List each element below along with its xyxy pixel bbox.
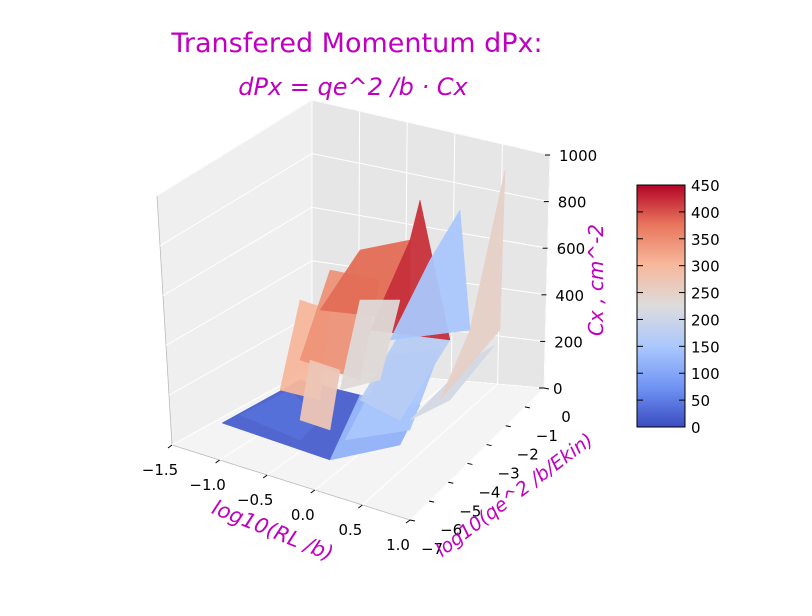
y-tick-mark — [409, 519, 416, 522]
y-tick-mark — [505, 425, 511, 428]
colorbar-tick-label: 400 — [691, 204, 720, 222]
y-axis-ticks: 0−1−2−3−4−5−6−7 — [409, 387, 571, 558]
y-tick-mark — [524, 406, 530, 409]
y-tick-label: −6 — [440, 521, 462, 539]
y-tick-label: −2 — [517, 446, 539, 464]
y-tick-label: 0 — [561, 408, 571, 426]
colorbar-tick-label: 0 — [691, 419, 701, 437]
colorbar-tick-label: 350 — [691, 231, 720, 249]
x-tick-label: −1.5 — [142, 461, 178, 479]
chart-title: Transfered Momentum dPx: — [170, 28, 542, 59]
z-tick-label: 1000 — [559, 147, 597, 165]
x-tick-mark — [262, 474, 268, 479]
x-tick-mark — [358, 504, 363, 509]
colorbar-gradient — [636, 184, 686, 428]
y-tick-label: −4 — [478, 483, 500, 501]
z-axis-label: Cx , cm^-2 — [584, 224, 608, 336]
y-tick-label: −5 — [459, 502, 481, 520]
surface-patch — [339, 299, 401, 391]
surface-patch — [299, 359, 341, 431]
y-tick-label: −3 — [498, 465, 520, 483]
colorbar-tick-label: 450 — [691, 177, 720, 195]
y-tick-label: −1 — [536, 427, 558, 445]
surface-patch — [439, 169, 506, 401]
z-tick-label: 800 — [558, 194, 587, 212]
colorbar-tick-label: 300 — [691, 258, 720, 276]
colorbar-tick-label: 250 — [691, 285, 720, 303]
y-tick-mark — [448, 481, 454, 484]
surface-patch — [389, 209, 471, 341]
x-tick-mark — [405, 519, 411, 524]
x-tick-label: 1.0 — [386, 536, 410, 554]
colorbar: 0 50 100 150 200 250 300 350 400 450 — [636, 177, 720, 437]
x-axis-ticks: −1.5 −1.0 −0.5 0.0 0.5 1.0 — [142, 444, 411, 554]
colorbar-tick-label: 150 — [691, 338, 720, 356]
x-tick-label: −1.0 — [189, 476, 225, 494]
y-tick-mark — [486, 444, 492, 447]
x-tick-label: 0.0 — [291, 506, 315, 524]
colorbar-ticks: 0 50 100 150 200 250 300 350 400 450 — [637, 177, 720, 437]
x-tick-label: −0.5 — [237, 491, 273, 509]
x-tick-mark — [215, 459, 220, 464]
y-tick-label: −7 — [421, 540, 443, 558]
x-tick-mark — [167, 444, 173, 449]
x-tick-label: 0.5 — [338, 521, 362, 539]
y-tick-mark — [543, 387, 550, 390]
z-axis-ticks: 0 200 400 600 800 1000 — [539, 147, 597, 398]
surface — [221, 169, 506, 461]
chart-subtitle: dPx = qe^2 /b · Cx — [238, 73, 468, 101]
colorbar-tick-label: 50 — [691, 392, 710, 410]
y-tick-mark — [429, 500, 435, 503]
colorbar-tick-label: 200 — [691, 311, 720, 329]
z-tick-label: 0 — [553, 380, 563, 398]
z-tick-label: 400 — [555, 287, 584, 305]
x-tick-mark — [310, 489, 316, 494]
colorbar-tick-label: 100 — [691, 365, 720, 383]
z-tick-label: 200 — [554, 333, 583, 351]
z-tick-label: 600 — [557, 240, 586, 258]
y-tick-mark — [467, 462, 473, 465]
